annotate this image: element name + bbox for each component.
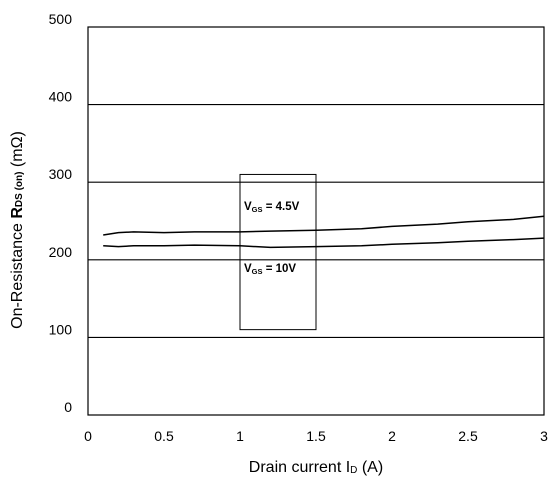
y-tick-label-100: 100 [49,321,73,337]
y-tick-label-500: 500 [49,11,73,27]
x-tick-label-3: 3 [540,428,548,444]
y-tick-label-0: 0 [64,399,72,415]
annotation-box [239,173,317,331]
y-tick-label-400: 400 [49,89,73,105]
series-line-vgs-4-5v [103,215,545,236]
plot-area-frame [87,26,545,416]
series-label-vgs-4-5v: VGS = 4.5V [244,201,300,214]
x-tick-label-0.5: 0.5 [154,428,174,444]
x-tick-label-2: 2 [388,428,396,444]
x-tick-label-2.5: 2.5 [458,428,478,444]
y-axis-label: On-Resistance RDS (on) (mΩ) [9,131,26,329]
series-label-vgs-10v: VGS = 10V [244,263,296,276]
x-tick-label-1.5: 1.5 [306,428,326,444]
y-tick-labels: 0 100 200 300 400 500 [49,11,73,415]
x-axis-label: Drain current ID (A) [249,459,383,476]
y-tick-label-300: 300 [49,166,73,182]
y-tick-label-200: 200 [49,244,73,260]
series-line-vgs-10v [103,237,545,249]
x-tick-label-0: 0 [84,428,92,444]
x-tick-label-1: 1 [236,428,244,444]
x-tick-labels: 0 0.5 1 1.5 2 2.5 3 [84,428,548,444]
series-lines [103,215,545,249]
